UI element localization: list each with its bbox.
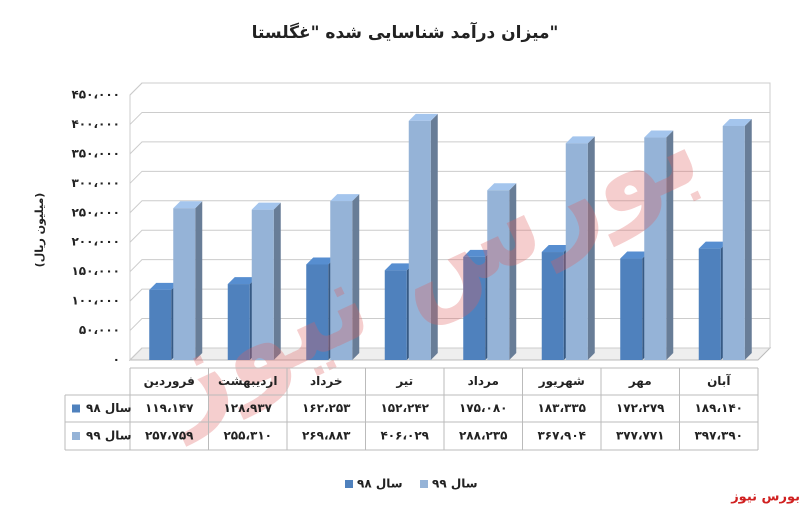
- x-tick-label: آبان: [707, 373, 731, 388]
- y-axis-label: (میلیون ریال): [33, 193, 46, 268]
- legend-label: سال ۹۹: [432, 477, 478, 491]
- bar: [722, 125, 745, 360]
- source: بورس نیوز: [730, 490, 800, 505]
- x-tick-label: مهر: [628, 374, 652, 388]
- chart-title: میزان درآمد شناسایی شده "غگلستا": [252, 21, 559, 43]
- bar-top: [487, 183, 517, 191]
- y-tick-label: ۵۰،۰۰۰: [79, 323, 120, 337]
- data-label: ۳۹۷،۳۹۰: [694, 429, 743, 443]
- bar-top: [384, 263, 414, 271]
- bar: [173, 208, 196, 360]
- bar: [565, 143, 588, 360]
- bar: [408, 120, 431, 360]
- x-tick-label: فروردین: [144, 374, 195, 389]
- data-label: ۱۶۲،۲۵۳: [302, 401, 351, 415]
- y-tick-label: ۳۰۰،۰۰۰: [71, 176, 120, 190]
- data-label: ۲۵۷،۷۵۹: [145, 429, 194, 443]
- data-label: ۱۷۲،۲۷۹: [616, 401, 665, 415]
- bar-top: [698, 241, 728, 249]
- legend-key: [345, 480, 353, 488]
- data-label: ۲۶۹،۸۸۳: [302, 429, 351, 443]
- bar-side: [509, 183, 517, 360]
- data-label: ۱۸۳،۳۳۵: [537, 401, 586, 415]
- grid-line: [129, 170, 770, 184]
- table-series-name: سال ۹۸: [86, 401, 132, 415]
- bar: [251, 209, 274, 360]
- y-tick-label: ۳۵۰،۰۰۰: [71, 146, 120, 160]
- data-label: ۱۱۹،۱۴۷: [145, 401, 194, 415]
- data-label: ۱۵۲،۲۴۲: [380, 401, 429, 415]
- x-tick-label: شهریور: [538, 374, 585, 389]
- bar-top: [644, 130, 674, 138]
- bar-side: [430, 113, 438, 360]
- bar-top: [620, 251, 650, 259]
- data-label: ۱۸۹،۱۴۰: [694, 401, 743, 415]
- x-tick-label: خرداد: [310, 374, 343, 388]
- bar-top: [173, 201, 203, 209]
- bar-side: [744, 118, 752, 360]
- grid-line: [129, 141, 770, 155]
- bar: [698, 248, 721, 360]
- legend-key: [420, 480, 428, 488]
- bar-top: [149, 282, 179, 290]
- bar-side: [195, 201, 203, 360]
- y-tick-label: ۱۵۰،۰۰۰: [71, 264, 120, 278]
- y-tick-label: ۴۰۰،۰۰۰: [71, 117, 120, 131]
- x-tick-label: اردیبهشت: [218, 374, 277, 388]
- bar: [487, 190, 510, 360]
- data-label: ۱۷۵،۰۸۰: [459, 401, 508, 415]
- grid-line: [129, 200, 770, 214]
- bar: [384, 270, 407, 360]
- bar-top: [463, 249, 493, 257]
- x-tick-label: تیر: [395, 374, 413, 388]
- legend-label: سال ۹۸: [357, 477, 403, 491]
- y-tick-label: ۰: [113, 353, 120, 367]
- data-label: ۲۸۸،۲۳۵: [459, 429, 508, 443]
- bar-top: [306, 257, 336, 265]
- bar: [620, 258, 643, 360]
- bar-top: [722, 118, 752, 126]
- bar-top: [408, 113, 438, 121]
- bar: [644, 137, 667, 360]
- bar-top: [227, 277, 257, 285]
- bar: [149, 289, 172, 360]
- bar: [227, 284, 250, 360]
- bar-top: [541, 245, 571, 253]
- y-tick-label: ۲۵۰،۰۰۰: [71, 205, 120, 219]
- bar-side: [352, 194, 360, 360]
- bar-side: [666, 130, 674, 360]
- grid-line: [129, 111, 770, 125]
- table-legend-key: [72, 432, 80, 440]
- data-label: ۴۰۶،۰۲۹: [380, 429, 429, 443]
- y-tick-label: ۱۰۰،۰۰۰: [71, 294, 120, 308]
- bar-top: [330, 194, 360, 202]
- bar-side: [587, 136, 595, 360]
- data-label: ۲۵۵،۳۱۰: [223, 429, 272, 443]
- y-tick-label: ۲۰۰،۰۰۰: [71, 235, 120, 249]
- y-tick-label: ۴۵۰،۰۰۰: [71, 88, 120, 102]
- x-tick-label: مرداد: [468, 374, 499, 388]
- table-series-name: سال ۹۹: [86, 429, 132, 443]
- bar: [463, 256, 486, 360]
- data-label: ۱۲۸،۹۳۷: [223, 401, 272, 415]
- bar-top: [251, 202, 281, 210]
- bar: [306, 264, 329, 360]
- bar: [541, 252, 564, 360]
- data-label: ۳۷۷،۷۷۱: [616, 429, 665, 443]
- bar-side: [273, 202, 281, 360]
- grid-line: [129, 229, 770, 243]
- grid-line: [129, 82, 770, 96]
- data-label: ۳۶۷،۹۰۴: [537, 429, 586, 443]
- bar-top: [565, 136, 595, 144]
- table-legend-key: [72, 404, 80, 413]
- bar: [330, 201, 353, 360]
